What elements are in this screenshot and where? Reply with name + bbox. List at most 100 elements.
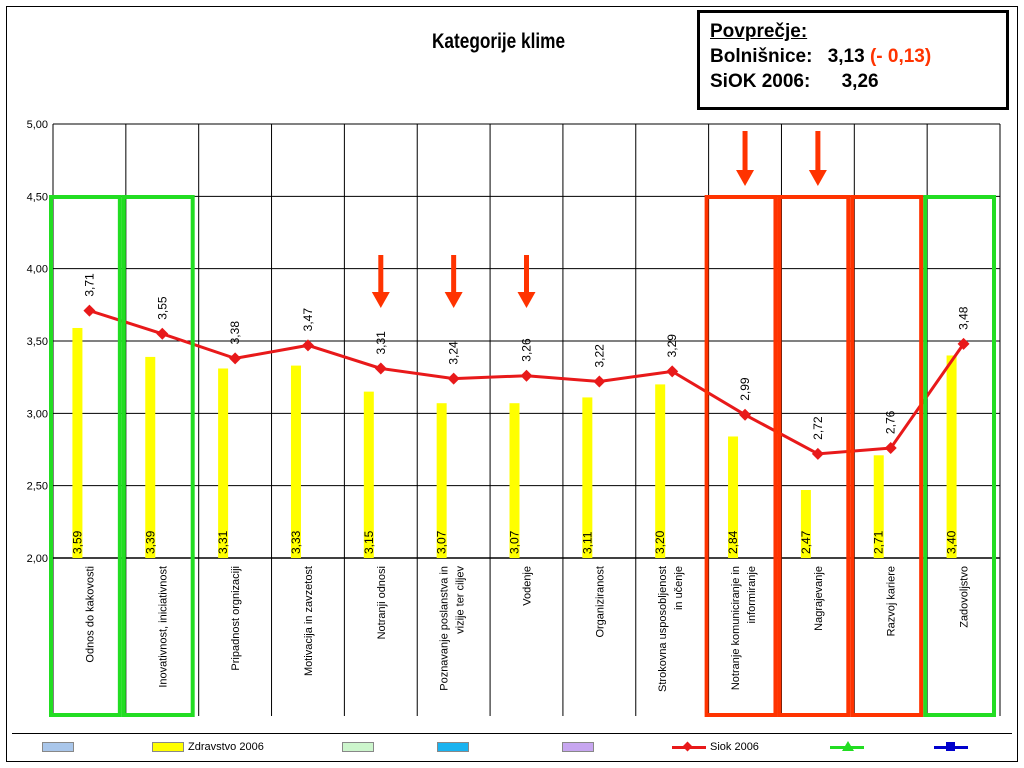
legend-line-square-icon xyxy=(934,740,968,754)
down-arrow-icon xyxy=(444,292,463,308)
siok-point-4 xyxy=(301,339,314,352)
legend-label: Zdravstvo 2006 xyxy=(188,741,264,753)
average-box: Povprečje: Bolnišnice: 3,13 (- 0,13) SiO… xyxy=(697,10,1009,110)
legend-label: Siok 2006 xyxy=(710,741,759,753)
highlight-box-green xyxy=(121,195,195,717)
siok-point-13 xyxy=(957,337,970,350)
category-label: Strokovna usposobljenost xyxy=(657,566,669,692)
bar-data-label: 3,20 xyxy=(653,530,667,554)
hospitals-value: 3,13 xyxy=(827,46,865,67)
legend-item-7 xyxy=(830,740,868,754)
bar-data-label: 2,84 xyxy=(726,530,740,554)
category-label: Nagrajevanje xyxy=(813,566,825,631)
bar-data-label: 3,33 xyxy=(289,530,303,554)
legend-line-diamond-icon xyxy=(672,740,706,754)
line-data-label: 3,55 xyxy=(155,296,169,320)
legend-item-6: Siok 2006 xyxy=(672,740,759,754)
bar-data-label: 3,31 xyxy=(216,530,230,554)
chart-frame xyxy=(6,6,1018,762)
down-arrow-icon xyxy=(808,170,827,186)
down-arrow-icon xyxy=(371,292,390,308)
siok-point-3 xyxy=(229,352,242,365)
siok-point-5 xyxy=(374,362,387,375)
bar-7 xyxy=(509,403,520,558)
bar-1 xyxy=(72,327,83,558)
average-heading: Povprečje: xyxy=(710,21,808,42)
category-label: vizije ter ciljev xyxy=(455,566,467,634)
chart-legend: Zdravstvo 2006 Siok 2006 xyxy=(12,733,1012,760)
line-data-label: 2,99 xyxy=(738,377,752,401)
legend-item-1 xyxy=(42,740,78,754)
bar-data-label: 3,40 xyxy=(945,530,959,554)
bar-8 xyxy=(582,397,593,558)
siok-point-7 xyxy=(520,369,533,382)
line-data-label: 3,22 xyxy=(592,344,606,368)
category-label: informiranje xyxy=(746,566,758,623)
y-tick-label: 2,50 xyxy=(27,481,48,493)
siok-point-10 xyxy=(739,408,752,421)
siok-value: 3,26 xyxy=(841,71,879,92)
siok-point-1 xyxy=(83,304,96,317)
legend-swatch xyxy=(437,742,469,752)
hospitals-delta: (- 0,13) xyxy=(869,46,932,67)
highlight-box-red xyxy=(850,195,924,717)
siok-point-11 xyxy=(811,447,824,460)
category-label: in učenje xyxy=(673,566,685,610)
line-data-label: 3,24 xyxy=(447,341,461,365)
siok-label: SiOK 2006: xyxy=(710,71,811,92)
y-tick-label: 4,50 xyxy=(27,191,48,203)
line-data-label: 2,72 xyxy=(811,416,825,440)
legend-line-triangle-icon xyxy=(830,740,864,754)
highlight-box-green xyxy=(923,195,997,717)
bar-3 xyxy=(218,368,229,558)
bar-5 xyxy=(363,391,374,558)
legend-item-4 xyxy=(437,740,473,754)
legend-item-2: Zdravstvo 2006 xyxy=(152,740,264,754)
highlight-box-green xyxy=(49,195,122,717)
y-tick-label: 4,00 xyxy=(27,264,48,276)
line-data-label: 3,29 xyxy=(665,334,679,358)
y-tick-label: 2,00 xyxy=(27,553,48,565)
siok-point-8 xyxy=(593,375,606,388)
category-label: Poznavanje poslanstva in xyxy=(439,566,451,691)
bar-6 xyxy=(436,403,447,558)
bar-data-label: 3,59 xyxy=(70,530,84,554)
legend-swatch xyxy=(152,742,184,752)
climate-category-chart: 5,00 4,50 4,00 3,50 3,00 2,50 2,00 3,59 3,39 3,31… xyxy=(27,119,1001,717)
bar-9 xyxy=(655,384,666,558)
bar-11 xyxy=(800,490,811,558)
category-label: Pripadnost orgnizaciji xyxy=(230,566,242,671)
legend-swatch xyxy=(42,742,74,752)
siok-point-2 xyxy=(156,327,169,340)
line-data-label: 3,47 xyxy=(301,308,315,332)
legend-item-8 xyxy=(934,740,972,754)
category-label: Organiziranost xyxy=(594,566,606,638)
siok-point-9 xyxy=(666,365,679,378)
y-tick-label: 3,00 xyxy=(27,408,48,420)
line-data-label: 3,31 xyxy=(374,331,388,355)
bar-data-label: 2,71 xyxy=(872,530,886,554)
line-data-label: 2,76 xyxy=(884,410,898,434)
category-label: Vodenje xyxy=(522,566,534,606)
category-label: Zadovoljstvo xyxy=(959,566,971,628)
line-data-label: 3,71 xyxy=(82,273,96,297)
category-label: Inovativnost, iniciativnost xyxy=(157,566,169,688)
category-label: Razvoj kariere xyxy=(886,566,898,636)
bar-10 xyxy=(728,436,739,558)
legend-swatch xyxy=(342,742,374,752)
category-label: Notranji odnosi xyxy=(376,566,388,639)
bar-2 xyxy=(145,356,156,558)
siok-point-6 xyxy=(447,372,460,385)
bar-4 xyxy=(290,365,301,558)
average-row-siok: SiOK 2006: 3,26 xyxy=(710,69,1006,94)
bar-12 xyxy=(873,455,884,558)
y-tick-label: 5,00 xyxy=(27,119,48,131)
line-data-label: 3,38 xyxy=(228,321,242,345)
highlight-box-red xyxy=(777,195,851,717)
category-label: Motivacija in zavzetost xyxy=(303,566,315,676)
average-row-hospitals: Bolnišnice: 3,13 (- 0,13) xyxy=(710,44,1006,69)
bar-data-label: 3,07 xyxy=(435,530,449,554)
hospitals-label: Bolnišnice: xyxy=(710,46,813,67)
line-data-label: 3,48 xyxy=(957,306,971,330)
bar-13 xyxy=(946,355,957,558)
